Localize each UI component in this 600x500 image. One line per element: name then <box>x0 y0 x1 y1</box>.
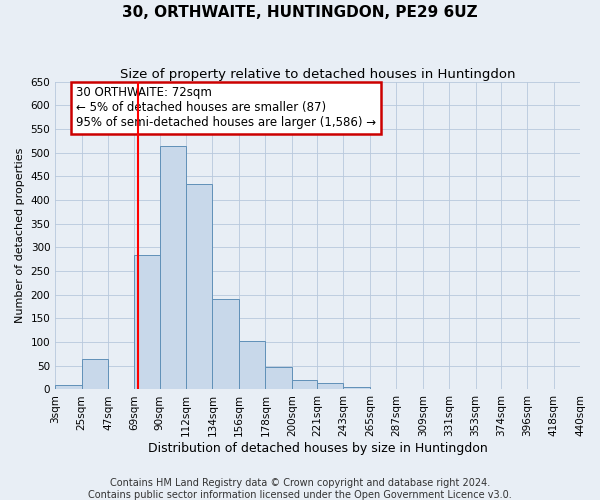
Bar <box>370 388 396 390</box>
Bar <box>134 256 160 390</box>
Bar <box>343 387 370 390</box>
X-axis label: Distribution of detached houses by size in Huntingdon: Distribution of detached houses by size … <box>148 442 487 455</box>
Text: Contains HM Land Registry data © Crown copyright and database right 2024.
Contai: Contains HM Land Registry data © Crown c… <box>88 478 512 500</box>
Text: 30, ORTHWAITE, HUNTINGDON, PE29 6UZ: 30, ORTHWAITE, HUNTINGDON, PE29 6UZ <box>122 5 478 20</box>
Bar <box>212 298 239 390</box>
Bar <box>239 340 265 390</box>
Bar <box>82 358 108 390</box>
Title: Size of property relative to detached houses in Huntingdon: Size of property relative to detached ho… <box>120 68 515 80</box>
Bar <box>317 384 343 390</box>
Bar <box>55 384 82 390</box>
Bar <box>160 146 186 390</box>
Y-axis label: Number of detached properties: Number of detached properties <box>15 148 25 324</box>
Bar <box>186 184 212 390</box>
Bar <box>554 388 580 390</box>
Text: 30 ORTHWAITE: 72sqm
← 5% of detached houses are smaller (87)
95% of semi-detache: 30 ORTHWAITE: 72sqm ← 5% of detached hou… <box>76 86 376 130</box>
Bar <box>265 367 292 390</box>
Bar <box>292 380 317 390</box>
